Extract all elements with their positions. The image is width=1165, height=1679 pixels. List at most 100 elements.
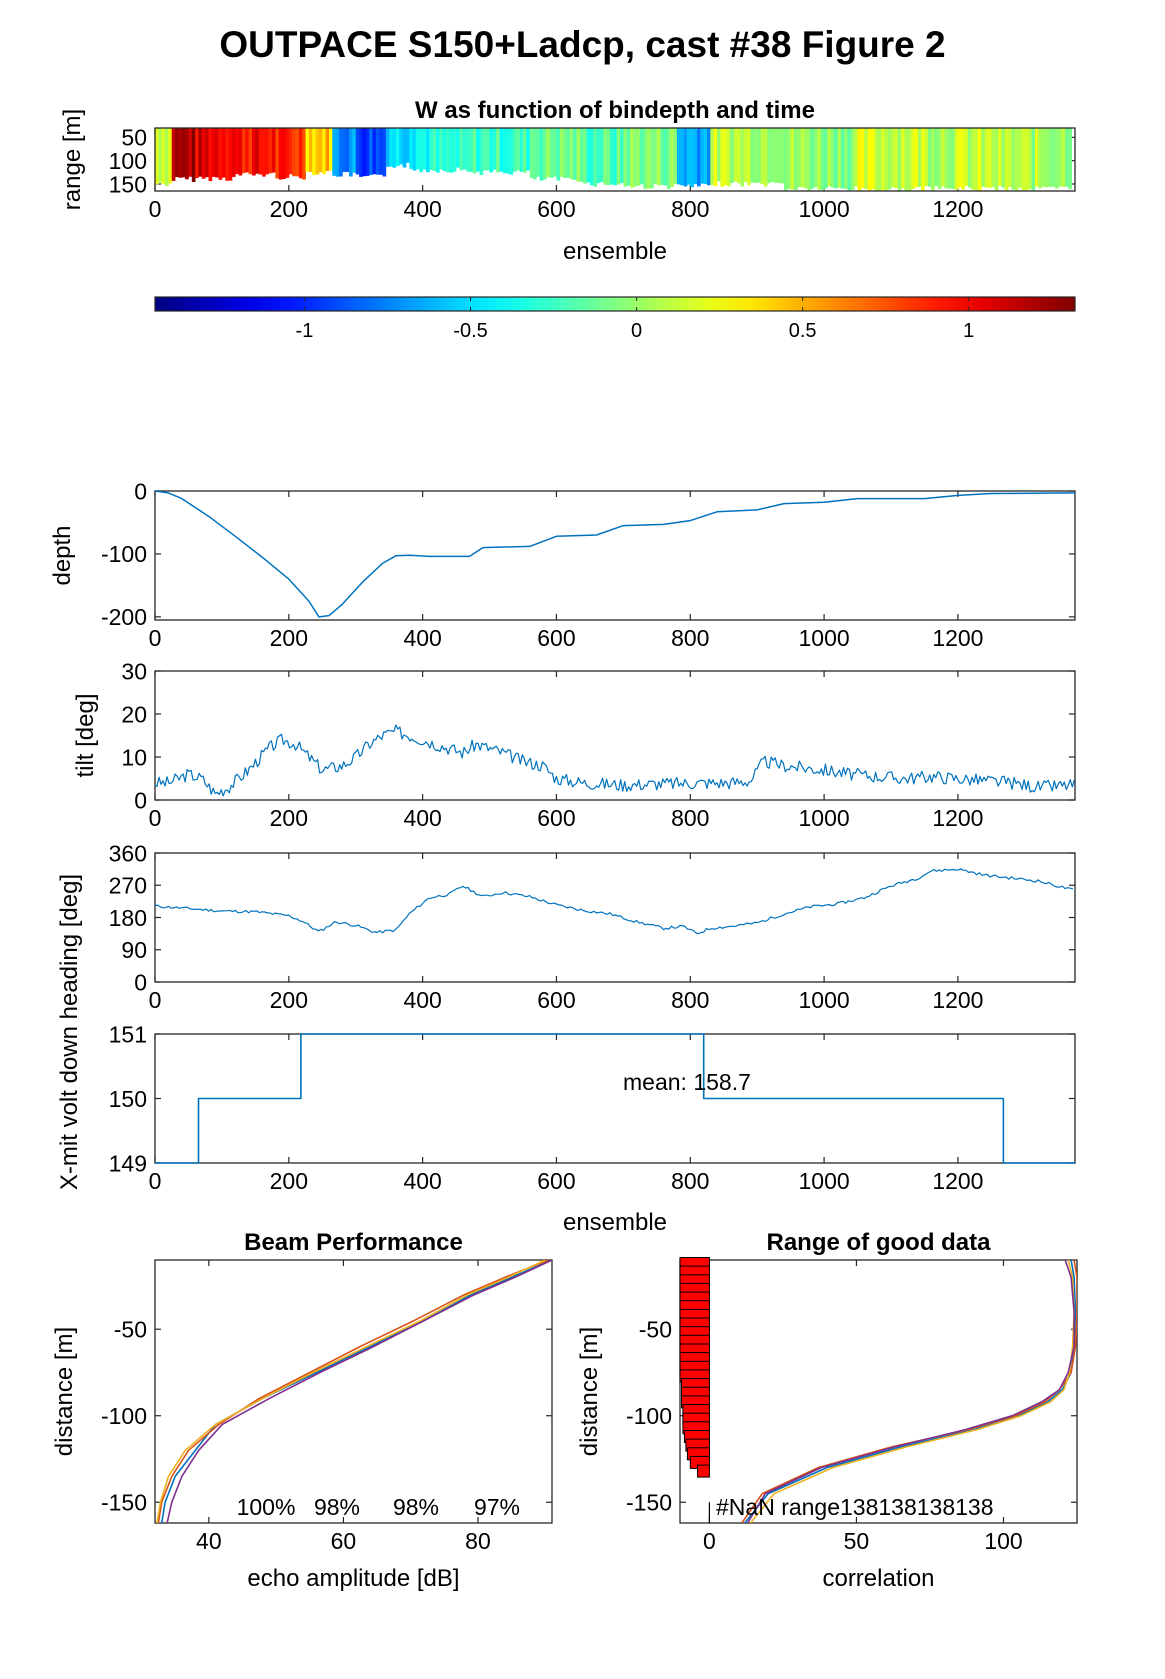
w-panel-xtick-label: 400 xyxy=(403,196,441,222)
depth-panel-ytick-label: 0 xyxy=(134,478,147,504)
w-heatmap-cell xyxy=(599,128,604,183)
w-heatmap-cell xyxy=(198,128,203,177)
w-colorbar-gradient xyxy=(154,296,1076,312)
volt-panel-ytick-label: 150 xyxy=(109,1086,147,1112)
w-panel-frame xyxy=(154,127,1076,192)
w-heatmap-cell xyxy=(914,128,919,188)
w-heatmap-cell xyxy=(797,128,801,188)
w-heatmap-cell xyxy=(513,128,517,172)
beam-panel-ytick-label: -50 xyxy=(114,1316,147,1342)
w-panel-title: W as function of bindepth and time xyxy=(415,97,815,124)
w-heatmap-cell xyxy=(767,128,771,184)
depth-panel-xtick-label: 200 xyxy=(270,625,308,651)
w-heatmap-cell xyxy=(830,128,835,188)
w-heatmap-cell xyxy=(546,128,551,178)
w-heatmap-cell xyxy=(238,128,243,176)
volt-mean-label: mean: 158.7 xyxy=(623,1069,751,1095)
w-heatmap-cell xyxy=(589,128,594,186)
w-heatmap-cell xyxy=(934,128,939,186)
w-colorbar-tick-label: 0 xyxy=(631,320,642,342)
w-heatmap-cell xyxy=(1048,128,1052,187)
w-heatmap-cell xyxy=(349,128,353,177)
w-heatmap-cell xyxy=(787,128,791,189)
w-heatmap-cell xyxy=(653,128,658,184)
w-heatmap-cell xyxy=(221,128,226,178)
tilt-panel-xtick-label: 800 xyxy=(671,805,709,831)
w-heatmap-cell xyxy=(837,128,842,188)
w-panel-xtick-label: 200 xyxy=(270,196,308,222)
w-heatmap-cell xyxy=(663,128,668,186)
w-heatmap-cell xyxy=(720,128,725,187)
volt-panel-xtick-label: 800 xyxy=(671,1168,709,1194)
w-heatmap-cell xyxy=(613,128,617,186)
w-heatmap-cell xyxy=(824,128,828,189)
tilt-panel-ytick-label: 20 xyxy=(121,701,147,727)
w-heatmap-cell xyxy=(680,128,684,186)
w-heatmap-cell xyxy=(967,128,972,188)
w-heatmap-cell xyxy=(385,128,390,167)
tilt-panel: 0 200 400 600 800 1000 1200 0 10 20 30 tilt [deg] xyxy=(72,658,1076,831)
tilt-line xyxy=(154,724,1075,797)
w-heatmap-cell xyxy=(777,128,781,183)
w-heatmap-cell xyxy=(533,128,537,180)
tilt-panel-xtick-label: 0 xyxy=(149,805,162,831)
w-heatmap-cell xyxy=(506,128,510,174)
w-heatmap-cell xyxy=(733,128,738,182)
correlation-line-3 xyxy=(749,1260,1075,1523)
w-heatmap-cell xyxy=(426,128,430,173)
volt-panel-xtick-label: 1200 xyxy=(932,1168,983,1194)
w-heatmap-cell xyxy=(429,128,433,170)
w-heatmap-cell xyxy=(389,128,393,167)
w-heatmap-cell xyxy=(800,128,805,188)
w-heatmap-cell xyxy=(773,128,778,183)
w-heatmap-cell xyxy=(854,128,858,187)
depth-panel-ylabel: depth xyxy=(49,525,76,585)
w-heatmap-cell xyxy=(466,128,470,172)
range-panel-ylabel: distance [m] xyxy=(576,1327,603,1456)
w-heatmap-cell xyxy=(881,128,885,191)
depth-panel-xtick-label: 0 xyxy=(149,625,162,651)
heading-panel-xtick-label: 0 xyxy=(149,987,162,1013)
depth-panel: 0 200 400 600 800 1000 1200 -200 -100 0 depth xyxy=(49,478,1076,651)
w-heatmap-cell xyxy=(630,128,634,188)
w-heatmap-cell xyxy=(1004,128,1009,191)
w-heatmap-cell xyxy=(168,128,173,184)
volt-panel-xtick-label: 1000 xyxy=(799,1168,850,1194)
w-heatmap-cell xyxy=(342,128,346,173)
w-heatmap-cell xyxy=(539,128,544,181)
w-heatmap-cell xyxy=(489,128,494,173)
volt-panel-xtick-label: 400 xyxy=(403,1168,441,1194)
w-heatmap-cell xyxy=(255,128,260,174)
w-heatmap-cell xyxy=(907,128,912,191)
w-heatmap-cell xyxy=(660,128,664,185)
w-heatmap-cell xyxy=(596,128,601,184)
w-heatmap-cell xyxy=(994,128,999,191)
w-heatmap-cell xyxy=(941,128,945,187)
beam-line-1 xyxy=(160,1260,552,1523)
w-heatmap-cell xyxy=(676,128,681,185)
nan-range-label: #NaN range138138138138 xyxy=(716,1494,994,1520)
w-heatmap-cell xyxy=(469,128,474,172)
beam-panel-ytick-label: -100 xyxy=(101,1403,147,1429)
w-heatmap-cell xyxy=(265,128,270,175)
depth-line xyxy=(154,490,1076,618)
w-heatmap-cell xyxy=(924,128,929,186)
w-heatmap-cell xyxy=(740,128,745,187)
w-heatmap-cell xyxy=(937,128,942,189)
w-heatmap-cell xyxy=(717,128,721,182)
w-heatmap-cell xyxy=(345,128,350,172)
w-heatmap-cell xyxy=(586,128,591,183)
w-heatmap-cell xyxy=(375,128,380,175)
w-heatmap-cell xyxy=(763,128,768,187)
w-heatmap-cell xyxy=(225,128,229,181)
correlation-line-2 xyxy=(741,1260,1077,1523)
correlation-lines xyxy=(741,1260,1077,1523)
w-heatmap-cell xyxy=(961,128,965,190)
beam-panel-xtick-label: 80 xyxy=(465,1528,491,1554)
w-panel-ytick-label: 150 xyxy=(109,171,147,197)
w-colorbar-tick-label: 0.5 xyxy=(789,320,817,342)
volt-panel-ytick-label: 149 xyxy=(109,1150,147,1176)
range-panel-title: Range of good data xyxy=(767,1229,992,1256)
heading-panel-xtick-label: 600 xyxy=(537,987,575,1013)
